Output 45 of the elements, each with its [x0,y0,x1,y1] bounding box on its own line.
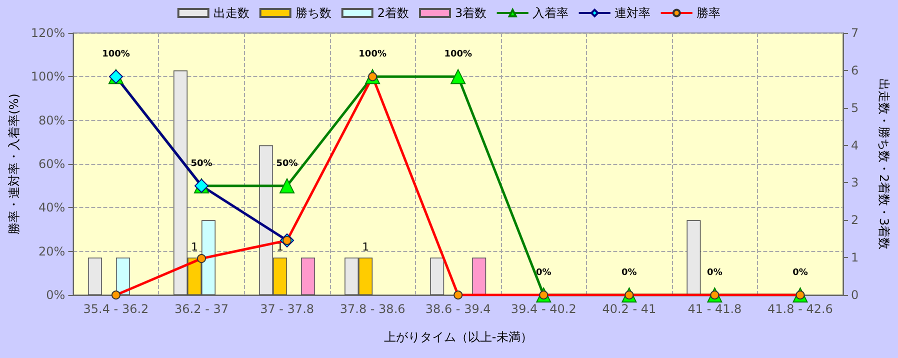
x-tick-label: 37.8 - 38.6 [340,302,406,316]
y-axis-title: 勝率・連対率・入着率(%) [7,94,21,234]
x-tick-label: 41 - 41.8 [688,302,742,316]
legend-label: 勝率 [696,6,721,20]
y2-axis-title: 出走数・勝ち数・2着数・3着数 [877,78,891,250]
data-label: 0% [536,268,552,278]
y2-tick-label: 1 [851,250,859,265]
x-tick-label: 39.4 - 40.2 [510,302,576,316]
y2-tick-label: 7 [851,26,859,40]
data-label: 100% [444,50,472,60]
y-tick-label: 40% [38,200,66,215]
data-label: 100% [102,50,130,60]
legend-label: 入着率 [532,6,569,20]
data-label: 50% [276,158,298,169]
y-tick-label: 100% [30,70,66,84]
x-tick-label: 37 - 37.8 [260,302,314,316]
legend-label: 出走数 [213,6,250,20]
y-tick-label: 80% [38,113,66,128]
y2-tick-label: 3 [851,176,859,190]
x-axis-title: 上がりタイム（以上-未満） [384,330,532,344]
data-label: 0% [622,268,637,278]
data-label: 1 [191,240,198,254]
y-tick-label: 60% [38,157,66,171]
x-tick-label: 40.2 - 41 [602,302,656,316]
y2-tick-label: 4 [851,138,859,152]
x-tick-label: 35.4 - 36.2 [83,302,149,316]
legend-label: 勝ち数 [295,6,332,20]
data-label: 50% [190,158,212,169]
legend-label: 3着数 [455,6,487,20]
x-tick-label: 41.8 - 42.6 [768,302,833,316]
y2-tick-label: 5 [851,100,859,115]
y2-tick-label: 0 [851,288,859,302]
data-label: 1 [362,240,370,254]
x-tick-label: 36.2 - 37 [174,302,228,316]
legend-label: 連対率 [614,6,651,20]
y-tick-label: 120% [30,26,66,40]
y-tick-label: 20% [38,244,66,258]
data-label: 0% [707,268,722,278]
y2-tick-label: 6 [851,63,859,78]
y2-tick-label: 2 [851,213,859,228]
x-tick-label: 38.6 - 39.4 [425,302,491,316]
data-label: 0% [792,268,808,278]
y-tick-label: 0% [46,288,66,302]
legend-label: 2着数 [377,6,410,20]
data-label: 100% [358,50,386,60]
